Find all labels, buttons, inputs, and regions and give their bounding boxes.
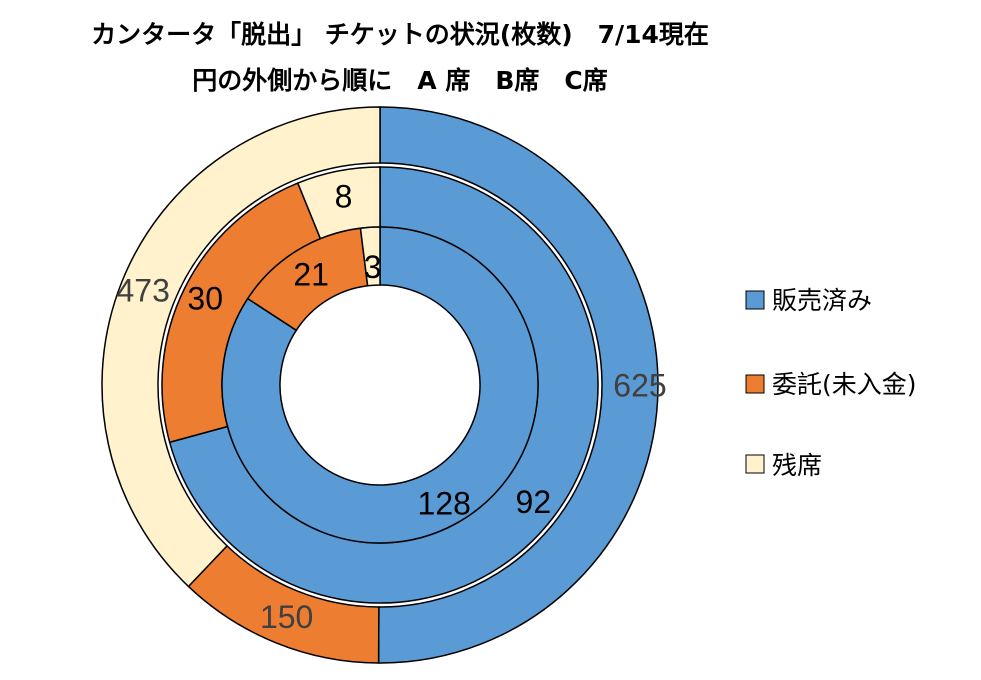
ring-c-segment-sold [221,226,539,544]
legend: 販売済み 委託(未入金) 残席 [745,286,917,480]
ring-a-segment-sold [377,106,659,664]
ring-c-label-sold: 128 [418,486,471,522]
ring-a-segment-remaining [101,106,381,588]
ring-a-label-sold: 625 [613,368,666,404]
legend-swatch-sold [745,290,765,310]
legend-swatch-remaining [745,454,765,474]
ring-b-label-consigned: 30 [187,281,223,317]
legend-item-sold: 販売済み [745,286,872,315]
ring-c-segment-remaining [359,226,381,287]
legend-label-consigned: 委託(未入金) [772,370,917,399]
chart-title-line2: 円の外側から順に A 席 B席 C席 [192,66,607,95]
ring-c-label-remaining: 3 [364,249,382,285]
doughnut-rings [101,106,659,664]
legend-item-remaining: 残席 [745,451,822,480]
legend-swatch-consigned [745,374,765,394]
ring-a-label-remaining: 473 [117,272,170,308]
ring-b-label-remaining: 8 [335,179,353,215]
data-labels: 625 150 473 92 30 8 128 21 3 [117,179,667,635]
ring-b-label-sold: 92 [516,484,552,520]
chart-title-line1: カンタータ「脱出」 チケットの状況(枚数) 7/14現在 [91,20,709,49]
legend-label-sold: 販売済み [772,286,872,315]
ring-c-label-consigned: 21 [293,257,329,293]
legend-label-remaining: 残席 [772,451,822,480]
legend-item-consigned: 委託(未入金) [745,370,917,399]
ring-a-label-consigned: 150 [260,599,313,635]
